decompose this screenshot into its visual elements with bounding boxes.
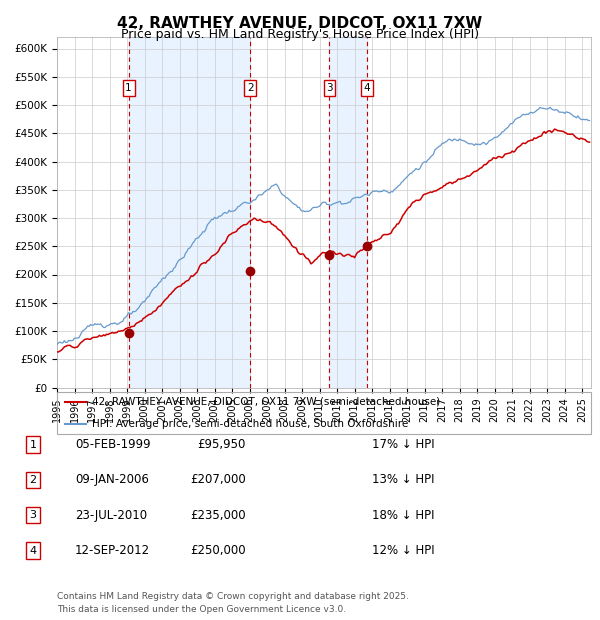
Text: 42, RAWTHEY AVENUE, DIDCOT, OX11 7XW: 42, RAWTHEY AVENUE, DIDCOT, OX11 7XW bbox=[118, 16, 482, 30]
Bar bbox=[329, 37, 367, 387]
Text: HPI: Average price, semi-detached house, South Oxfordshire: HPI: Average price, semi-detached house,… bbox=[92, 419, 408, 429]
Text: 09-JAN-2006: 09-JAN-2006 bbox=[75, 474, 149, 486]
Text: 3: 3 bbox=[326, 83, 333, 93]
Text: 2: 2 bbox=[29, 475, 37, 485]
Text: 18% ↓ HPI: 18% ↓ HPI bbox=[372, 509, 434, 521]
Text: 05-FEB-1999: 05-FEB-1999 bbox=[75, 438, 151, 451]
Text: 4: 4 bbox=[29, 546, 37, 556]
Bar bbox=[128, 37, 250, 387]
Text: 12-SEP-2012: 12-SEP-2012 bbox=[75, 544, 150, 557]
Text: Price paid vs. HM Land Registry's House Price Index (HPI): Price paid vs. HM Land Registry's House … bbox=[121, 28, 479, 41]
Text: £207,000: £207,000 bbox=[190, 474, 246, 486]
Text: 3: 3 bbox=[29, 510, 37, 520]
Text: £250,000: £250,000 bbox=[190, 544, 246, 557]
Text: 23-JUL-2010: 23-JUL-2010 bbox=[75, 509, 147, 521]
Text: 4: 4 bbox=[364, 83, 370, 93]
Text: 1: 1 bbox=[29, 440, 37, 450]
Text: £95,950: £95,950 bbox=[197, 438, 246, 451]
Text: This data is licensed under the Open Government Licence v3.0.: This data is licensed under the Open Gov… bbox=[57, 604, 346, 614]
Text: 2: 2 bbox=[247, 83, 253, 93]
Text: 12% ↓ HPI: 12% ↓ HPI bbox=[372, 544, 434, 557]
Text: 13% ↓ HPI: 13% ↓ HPI bbox=[372, 474, 434, 486]
Text: 17% ↓ HPI: 17% ↓ HPI bbox=[372, 438, 434, 451]
Text: Contains HM Land Registry data © Crown copyright and database right 2025.: Contains HM Land Registry data © Crown c… bbox=[57, 592, 409, 601]
Text: 42, RAWTHEY AVENUE, DIDCOT, OX11 7XW (semi-detached house): 42, RAWTHEY AVENUE, DIDCOT, OX11 7XW (se… bbox=[92, 397, 440, 407]
Text: 1: 1 bbox=[125, 83, 132, 93]
Text: £235,000: £235,000 bbox=[190, 509, 246, 521]
